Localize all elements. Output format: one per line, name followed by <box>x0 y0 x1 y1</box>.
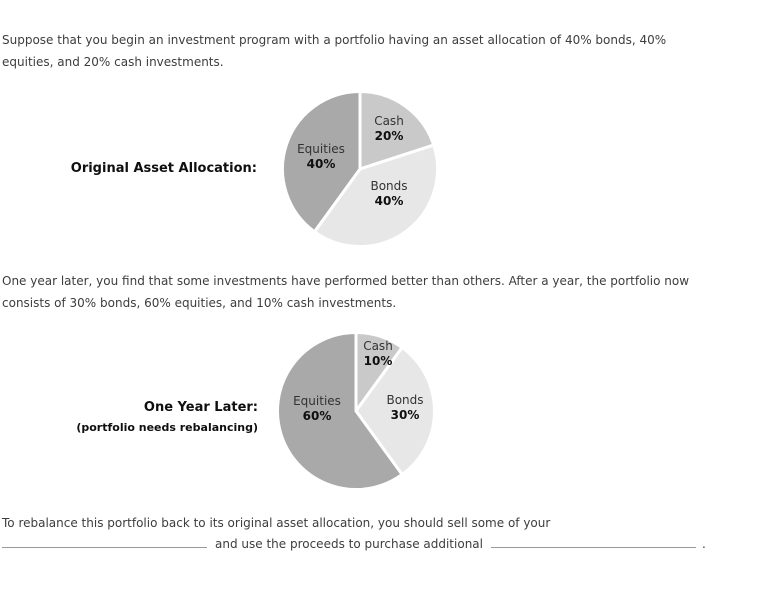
slice-bonds <box>312 143 439 248</box>
slice-label-name: Bonds <box>386 393 424 407</box>
pie1-label-equities: Equities 40% <box>297 142 345 172</box>
question-text: To rebalance this portfolio back to its … <box>2 516 551 530</box>
slice-label-name: Equities <box>297 142 345 156</box>
chart2-title: One Year Later: <box>143 400 258 415</box>
chart2-subtitle: (portfolio needs rebalancing) <box>76 421 258 434</box>
pie1-label-cash: Cash 20% <box>374 114 404 144</box>
intro-paragraph: Suppose that you begin an investment pro… <box>2 33 667 69</box>
slice-label-pct: 10% <box>363 354 393 368</box>
slice-label-name: Cash <box>363 339 393 353</box>
one-year-later-paragraph: One year later, you find that some inves… <box>2 274 690 310</box>
pie2-label-cash: Cash 10% <box>363 339 393 369</box>
question-period: . <box>701 537 706 551</box>
slice-label-name: Bonds <box>370 179 408 193</box>
pie-chart-one-year-later <box>276 331 436 491</box>
slice-equities <box>276 331 405 491</box>
chart1-title: Original Asset Allocation: <box>70 161 257 176</box>
pie2-label-equities: Equities 60% <box>293 394 341 424</box>
question-middle-text: and use the proceeds to purchase additio… <box>215 537 483 551</box>
slice-equities <box>281 90 362 234</box>
pie2-label-bonds: Bonds 30% <box>386 393 423 423</box>
slice-label-pct: 30% <box>390 408 420 422</box>
slice-label-pct: 40% <box>306 157 336 171</box>
slice-label-name: Equities <box>293 394 341 408</box>
slice-bonds <box>354 345 436 477</box>
answer-blank-sell[interactable] <box>2 533 207 548</box>
slice-label-pct: 20% <box>374 129 404 143</box>
answer-blank-buy[interactable] <box>490 533 696 548</box>
pie1-label-bonds: Bonds 40% <box>370 179 407 209</box>
question-answer-line: and use the proceeds to purchase additio… <box>2 533 706 552</box>
slice-label-name: Cash <box>374 114 404 128</box>
slice-label-pct: 40% <box>374 194 404 208</box>
slice-label-pct: 60% <box>302 409 332 423</box>
pie-chart-original <box>281 90 439 248</box>
